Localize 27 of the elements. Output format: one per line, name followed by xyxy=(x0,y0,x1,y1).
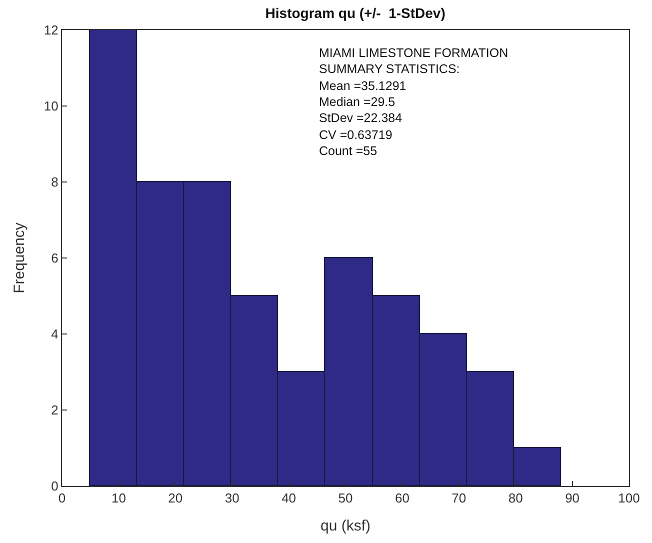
x-axis-title: qu (ksf) xyxy=(320,518,371,535)
y-tick-label: 10 xyxy=(44,98,58,114)
annotation: Count =55 xyxy=(319,144,378,158)
y-tick-label: 6 xyxy=(51,250,58,266)
x-tick-label: 10 xyxy=(111,490,126,506)
y-tick-label: 4 xyxy=(51,326,58,342)
annotation: MIAMI LIMESTONE FORMATION xyxy=(319,46,508,60)
chart-title: Histogram qu (+/- 1-StDev) xyxy=(265,4,446,21)
x-tick-label: 30 xyxy=(224,490,240,506)
y-axis-title: Frequency xyxy=(11,222,28,294)
annotation: SUMMARY STATISTICS: xyxy=(319,62,460,76)
x-tick-label: 60 xyxy=(394,490,410,506)
annotation: CV =0.63719 xyxy=(319,128,392,142)
x-tick-label: 90 xyxy=(565,490,580,506)
x-tick-label: 20 xyxy=(168,490,183,506)
y-tick-label: 0 xyxy=(51,478,58,494)
x-tick-label: 70 xyxy=(452,490,466,506)
x-tick-label: 50 xyxy=(338,490,353,506)
y-tick-label: 12 xyxy=(44,22,58,38)
annotation: Median =29.5 xyxy=(319,95,396,109)
x-tick-label: 80 xyxy=(508,490,523,506)
x-tick-label: 100 xyxy=(618,490,640,506)
annotation: StDev =22.384 xyxy=(319,111,402,125)
annotation: Mean =35.1291 xyxy=(319,79,406,93)
x-tick-label: 40 xyxy=(282,490,296,506)
y-tick-label: 8 xyxy=(51,174,58,190)
y-tick-label: 2 xyxy=(51,402,58,418)
